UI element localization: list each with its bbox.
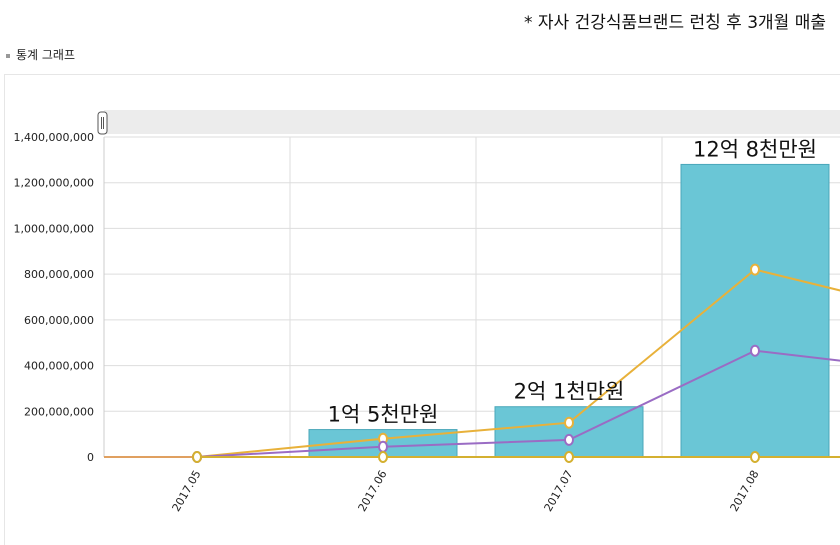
section-title: 통계 그래프: [6, 46, 75, 63]
y-tick-label: 600,000,000: [24, 314, 94, 327]
line-point-3[interactable]: [750, 451, 760, 463]
section-title-text: 통계 그래프: [16, 48, 76, 62]
bar-2017.07[interactable]: [494, 406, 644, 458]
y-tick-label: 1,400,000,000: [14, 131, 94, 144]
scroll-handle[interactable]: [97, 111, 108, 135]
x-tick-label: 2017.07: [542, 468, 576, 514]
y-tick-label: 1,000,000,000: [14, 222, 94, 235]
line-point-2[interactable]: [378, 440, 388, 453]
line-point-1[interactable]: [750, 263, 760, 276]
bullet-icon: [6, 53, 10, 58]
line-point-3[interactable]: [378, 451, 388, 463]
chart-frame: [4, 74, 840, 545]
x-tick-label: 2017.06: [356, 468, 390, 514]
sales-note: * 자사 건강식품브랜드 런칭 후 3개월 매출: [524, 13, 826, 33]
x-tick-label: 2017.08: [728, 468, 762, 514]
x-tick-label: 2017.05: [170, 468, 204, 514]
y-tick-label: 0: [87, 451, 94, 464]
y-tick-label: 400,000,000: [24, 360, 94, 373]
y-tick-label: 1,200,000,000: [14, 177, 94, 190]
bar-value-label: 2억 1천만원: [514, 380, 625, 404]
chart-scrollbar-track[interactable]: [104, 110, 840, 134]
line-point-1[interactable]: [564, 416, 574, 429]
y-tick-label: 200,000,000: [24, 405, 94, 418]
line-point-2[interactable]: [750, 344, 760, 357]
bar-value-label: 1억 5천만원: [328, 403, 439, 427]
line-point-3[interactable]: [564, 451, 574, 463]
y-tick-label: 800,000,000: [24, 268, 94, 281]
bar-value-label: 12억 8천만원: [693, 137, 817, 161]
line-point-3[interactable]: [192, 451, 202, 463]
bar-2017.08[interactable]: [680, 163, 830, 458]
line-point-2[interactable]: [564, 433, 574, 446]
